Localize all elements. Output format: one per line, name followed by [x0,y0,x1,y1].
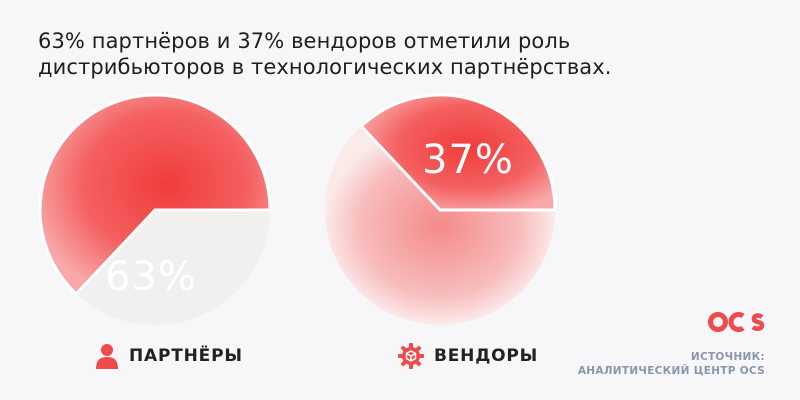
legend-partners: ПАРТНЁРЫ [95,343,243,369]
pie-slice-value [359,93,557,212]
pie-slice-rest [325,126,555,326]
legend-vendors: ВЕНДОРЫ [398,343,538,369]
chart-title: 63% партнёров и 37% вендоров отметили ро… [38,29,612,79]
pie-chart-vendors: 37% [320,93,560,340]
ocs-logo-icon [708,310,766,338]
pie-value-label: 37% [422,137,514,183]
pie-svg-vendors: 37% [325,93,557,326]
person-icon [96,344,118,369]
pie-svg-partners: 63% [38,93,272,325]
source-label: ИСТОЧНИК: [690,351,765,363]
legend-label-vendors: ВЕНДОРЫ [434,346,539,366]
source-text: АНАЛИТИЧЕСКИЙ ЦЕНТР OCS [577,365,765,377]
gear-box-icon [398,343,424,369]
pie-chart-partners: 63% [35,93,275,340]
pie-value-label: 63% [105,254,197,300]
source-note: ИСТОЧНИК: АНАЛИТИЧЕСКИЙ ЦЕНТР OCS [578,350,765,378]
pie-slice-rest [76,210,270,325]
pie-slice-value [38,93,272,296]
legend-label-partners: ПАРТНЁРЫ [129,346,243,366]
